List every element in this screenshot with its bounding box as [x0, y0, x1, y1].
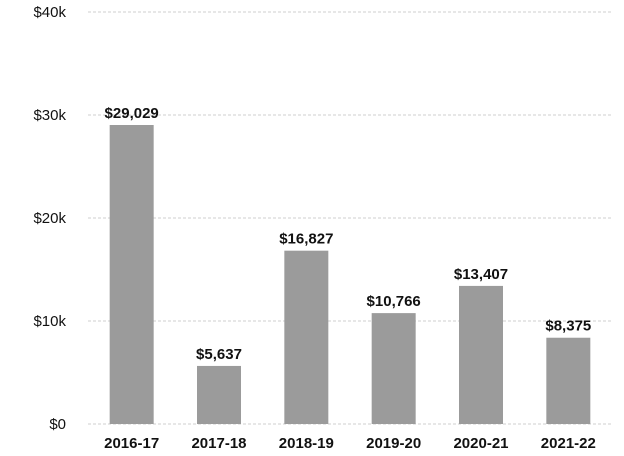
bar-value-label: $8,375	[545, 318, 591, 335]
bar-value-label: $5,637	[196, 346, 242, 363]
x-category-label: 2020-21	[453, 435, 508, 452]
bar-value-label: $16,827	[279, 231, 333, 248]
bar	[197, 366, 241, 424]
gridlines	[88, 12, 612, 424]
y-tick-label: $20k	[33, 210, 66, 227]
y-tick-label: $30k	[33, 107, 66, 124]
x-category-label: 2019-20	[366, 435, 421, 452]
y-tick-label: $40k	[33, 4, 66, 21]
data-labels: $29,029 $5,637 $16,827 $10,766 $13,407 $8,375	[105, 105, 592, 363]
bar	[110, 125, 154, 424]
x-category-label: 2021-22	[541, 435, 596, 452]
bar-value-label: $29,029	[105, 105, 159, 122]
y-tick-label: $10k	[33, 313, 66, 330]
bar	[372, 313, 416, 424]
y-tick-label: $0	[49, 416, 66, 433]
bar	[284, 251, 328, 424]
bar-value-label: $13,407	[454, 266, 508, 283]
bars	[110, 125, 591, 424]
x-category-label: 2018-19	[279, 435, 334, 452]
bar-value-label: $10,766	[367, 293, 421, 310]
y-axis-tick-labels: $0 $10k $20k $30k $40k	[33, 4, 66, 433]
x-category-label: 2017-18	[191, 435, 246, 452]
bar	[546, 338, 590, 424]
bar	[459, 286, 503, 424]
x-category-label: 2016-17	[104, 435, 159, 452]
x-axis-category-labels: 2016-17 2017-18 2018-19 2019-20 2020-21 2021-…	[104, 435, 596, 452]
